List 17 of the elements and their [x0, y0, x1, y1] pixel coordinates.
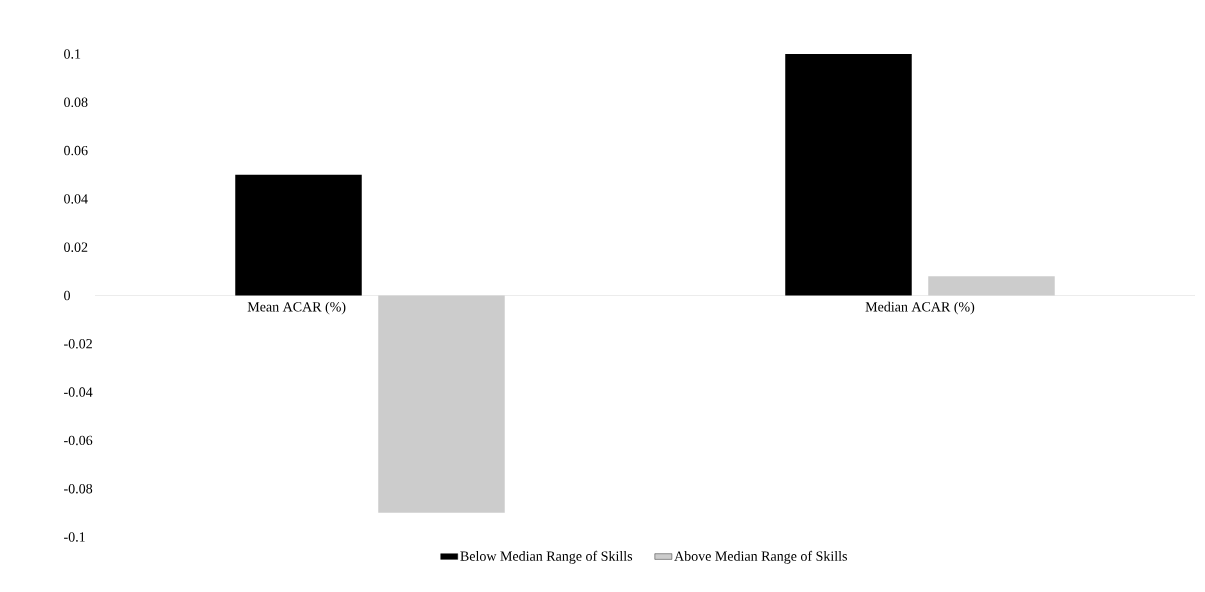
- y-tick-label: 0: [64, 290, 70, 301]
- y-tick-label: -0.02: [64, 339, 92, 349]
- x-tick-label: Mean ACAR (%): [247, 301, 346, 315]
- y-tick-label: 0.1: [64, 49, 81, 59]
- bar: [235, 174, 362, 296]
- y-tick-label: -0.04: [64, 387, 93, 397]
- y-tick-label: -0.06: [64, 435, 93, 446]
- y-tick-label: 0.04: [64, 194, 88, 204]
- legend-label: Above Median Range of Skills: [674, 550, 847, 564]
- legend-label: Below Median Range of Skills: [460, 550, 633, 564]
- bar: [785, 53, 912, 296]
- y-tick-label: 0.06: [64, 145, 88, 156]
- y-tick-label: 0.08: [64, 97, 88, 108]
- y-tick-label: -0.1: [64, 532, 85, 542]
- y-tick-label: 0.02: [64, 242, 88, 252]
- x-tick-label: Median ACAR (%): [865, 301, 975, 315]
- y-tick-label: -0.08: [64, 483, 93, 494]
